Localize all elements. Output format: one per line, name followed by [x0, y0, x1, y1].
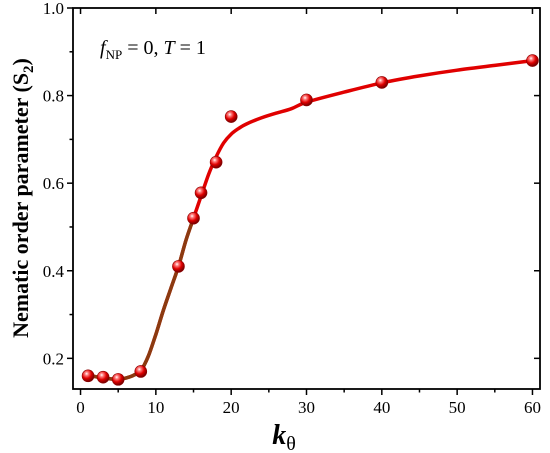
x-axis-label-sub: θ: [286, 433, 296, 453]
annotation-eq2: = 1: [175, 37, 206, 59]
data-point: [526, 54, 539, 67]
fit-curve-line: [86, 58, 535, 382]
data-point: [134, 365, 148, 378]
data-points: [81, 54, 539, 386]
x-tick-label: 30: [298, 398, 315, 417]
x-tick-label: 50: [449, 398, 466, 417]
annotation: fNP = 0, T = 1: [100, 37, 206, 62]
x-axis-label: kθ: [272, 420, 296, 453]
data-point: [111, 373, 125, 386]
annotation-T: T: [163, 37, 176, 59]
x-tick-label: 40: [373, 398, 390, 417]
x-tick-label: 60: [524, 398, 541, 417]
x-axis-ticks: 0 10 20 30 40 50 60: [76, 8, 541, 417]
plot-frame: [72, 7, 541, 390]
y-axis-label-main: Nematic order parameter (S: [8, 73, 33, 338]
y-axis-ticks: 0.2 0.4 0.6 0.8 1.0: [43, 0, 540, 368]
data-point: [209, 155, 223, 169]
data-point: [300, 93, 313, 107]
x-tick-label: 20: [223, 398, 240, 417]
y-axis-label-end: ): [8, 58, 33, 65]
data-point: [172, 260, 185, 273]
data-point: [224, 110, 238, 123]
y-axis-label: Nematic order parameter (S2): [8, 58, 37, 338]
x-tick-label: 0: [76, 398, 85, 417]
y-tick-label: 0.6: [43, 174, 64, 193]
data-point: [81, 369, 95, 383]
y-axis-label-sub: 2: [21, 65, 37, 73]
y-tick-label: 0.4: [43, 262, 65, 281]
annotation-sub: NP: [106, 47, 123, 62]
data-point: [194, 186, 208, 200]
data-point: [375, 76, 389, 89]
fit-curve: [86, 58, 535, 382]
y-tick-label: 1.0: [43, 0, 64, 18]
data-point: [96, 370, 110, 384]
annotation-eq: = 0,: [122, 37, 163, 59]
x-tick-label: 10: [147, 398, 164, 417]
y-tick-label: 0.2: [43, 349, 64, 368]
fit-curve-low-segment: [86, 216, 196, 382]
data-point: [187, 211, 200, 225]
annotation-f: f: [100, 37, 108, 59]
y-tick-label: 0.8: [43, 87, 64, 106]
x-axis-label-main: k: [272, 420, 286, 451]
